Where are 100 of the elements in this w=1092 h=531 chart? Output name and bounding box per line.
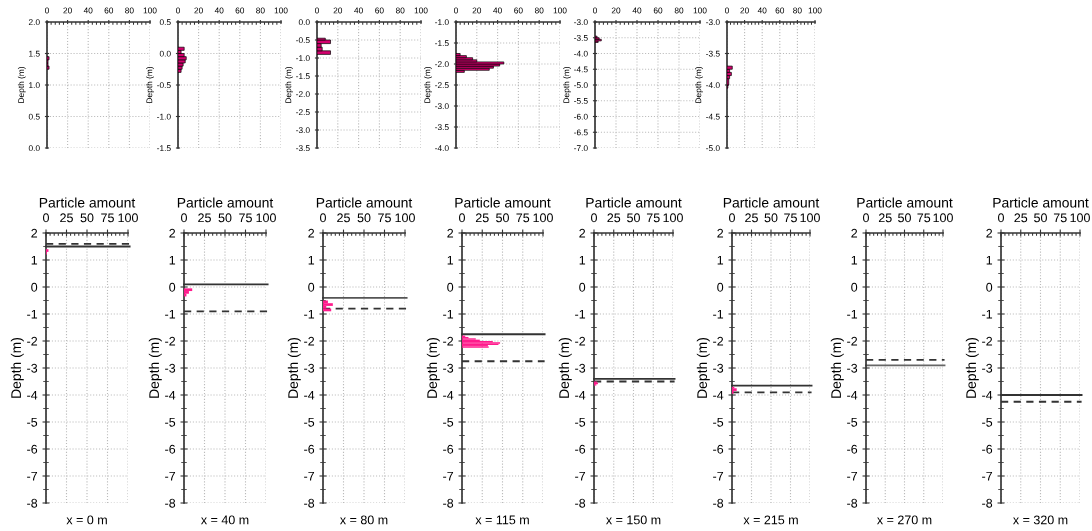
text: x = 80 m xyxy=(340,515,388,525)
y-tick-label: -3.0 xyxy=(296,127,310,134)
x-tick-label: 20 xyxy=(740,7,749,14)
x-tick-label: 40 xyxy=(354,7,363,14)
y-tick-label: -2.0 xyxy=(435,61,449,68)
x-tick-label: 60 xyxy=(653,7,663,14)
y-tick-label: 2 xyxy=(986,228,993,238)
y-tick-label: -3.5 xyxy=(574,34,588,41)
y-tick-label: -4 xyxy=(713,390,724,400)
x-tick-label: 50 xyxy=(218,213,232,223)
y-tick-label: 1 xyxy=(308,255,315,265)
x-tick-label: 80 xyxy=(793,7,802,14)
y-axis-title: Depth (m) xyxy=(424,66,432,103)
text: x = 0 m xyxy=(66,515,107,525)
x-tick-label: 50 xyxy=(496,213,509,223)
y-tick-label: -6 xyxy=(982,444,993,454)
y-tick-label: -1.0 xyxy=(435,19,449,26)
y-tick-label: 2 xyxy=(717,228,724,238)
x-tick-label: 100 xyxy=(395,213,415,223)
y-axis-title: Depth (m) xyxy=(285,66,293,103)
x-tick-label: 50 xyxy=(1034,213,1047,223)
y-axis-title: Depth (m) xyxy=(146,66,154,103)
y-tick-label: 1 xyxy=(169,255,176,265)
x-tick-label: 100 xyxy=(800,213,820,223)
x-tick-label: 80 xyxy=(674,7,684,14)
x-tick-label: 50 xyxy=(80,213,94,223)
y-tick-label: 0 xyxy=(308,282,315,292)
x-tick-label: 80 xyxy=(256,7,265,14)
y-tick-label: -2.5 xyxy=(435,82,449,89)
y-tick-label: -4.0 xyxy=(435,145,449,152)
x-tick-label: 50 xyxy=(764,213,778,223)
y-tick-label: 1 xyxy=(851,255,858,265)
y-tick-label: -1.5 xyxy=(435,40,449,47)
y-tick-label: -6 xyxy=(575,444,586,454)
y-tick-label: -3.0 xyxy=(574,19,588,26)
y-tick-label: -3 xyxy=(443,363,454,373)
y-tick-label: -7.0 xyxy=(574,145,588,152)
y-axis-title: Depth (m) xyxy=(10,337,24,398)
x-axis-title: Particle amount xyxy=(455,197,551,208)
x-tick-label: 100 xyxy=(143,7,157,14)
y-tick-label: -7 xyxy=(27,471,38,481)
y-tick-label: -2.0 xyxy=(296,91,310,98)
text: x = 40 m xyxy=(201,515,249,525)
y-tick-label: -6 xyxy=(847,444,858,454)
y-tick-label: -7 xyxy=(713,471,724,481)
x-tick-label: 25 xyxy=(337,213,350,223)
x-tick-label: 40 xyxy=(632,7,642,14)
y-tick-label: -3 xyxy=(982,363,993,373)
y-tick-label: -3 xyxy=(304,363,315,373)
y-tick-label: -3.5 xyxy=(435,124,449,131)
y-tick-label: -7 xyxy=(165,471,176,481)
y-tick-label: -1.5 xyxy=(296,73,310,80)
x-tick-label: 75 xyxy=(917,213,931,223)
y-tick-label: -6 xyxy=(443,444,454,454)
y-tick-label: 2 xyxy=(31,228,38,238)
x-tick-label: 0 xyxy=(320,213,326,223)
y-tick-label: -2.5 xyxy=(296,109,310,116)
x-tick-label: 50 xyxy=(898,213,911,223)
y-tick-label: -4 xyxy=(982,390,993,400)
y-tick-label: -2 xyxy=(443,336,454,346)
y-tick-label: -6 xyxy=(304,444,315,454)
x-tick-label: 25 xyxy=(60,213,73,223)
x-tick-label: 0 xyxy=(459,213,465,223)
y-axis-title: Depth (m) xyxy=(965,337,979,398)
y-tick-label: -8 xyxy=(847,498,858,508)
y-tick-label: -5.5 xyxy=(574,98,588,104)
y-tick-label: -5 xyxy=(443,417,454,427)
y-tick-label: -6.5 xyxy=(574,129,588,136)
y-tick-label: -4.0 xyxy=(574,50,588,57)
y-tick-label: 0 xyxy=(31,282,38,292)
y-tick-label: -5.0 xyxy=(706,145,720,152)
y-tick-label: -8 xyxy=(304,498,315,508)
y-tick-label: -4.5 xyxy=(574,66,588,73)
y-tick-label: 2 xyxy=(851,228,858,238)
y-tick-label: -6 xyxy=(713,444,724,454)
y-tick-label: -5 xyxy=(847,417,858,427)
y-tick-label: -5 xyxy=(982,417,993,427)
x-tick-label: 40 xyxy=(214,7,224,14)
x-tick-label: 75 xyxy=(378,213,391,223)
y-tick-label: 0 xyxy=(579,282,586,292)
y-tick-label: -2 xyxy=(713,336,724,346)
x-tick-label: 25 xyxy=(878,213,892,223)
y-tick-label: -7 xyxy=(304,471,315,481)
x-tick-label: 0 xyxy=(45,7,49,14)
x-tick-label: 50 xyxy=(357,213,371,223)
x-tick-label: 40 xyxy=(493,7,502,14)
x-tick-label: 100 xyxy=(118,213,138,223)
y-tick-label: -4 xyxy=(165,390,176,400)
y-tick-label: -8 xyxy=(575,498,586,508)
y-tick-label: 0 xyxy=(986,282,993,292)
x-tick-label: 75 xyxy=(784,213,797,223)
y-tick-label: -7 xyxy=(847,471,858,481)
y-tick-label: -8 xyxy=(27,498,38,508)
y-tick-label: 1 xyxy=(986,255,993,265)
x-tick-label: 25 xyxy=(475,213,489,223)
y-tick-label: -1 xyxy=(713,309,724,319)
x-tick-label: 80 xyxy=(125,7,134,14)
text: x = 270 m xyxy=(877,515,932,525)
y-tick-label: 0.5 xyxy=(159,19,171,26)
y-axis-title: Depth (m) xyxy=(696,337,710,398)
